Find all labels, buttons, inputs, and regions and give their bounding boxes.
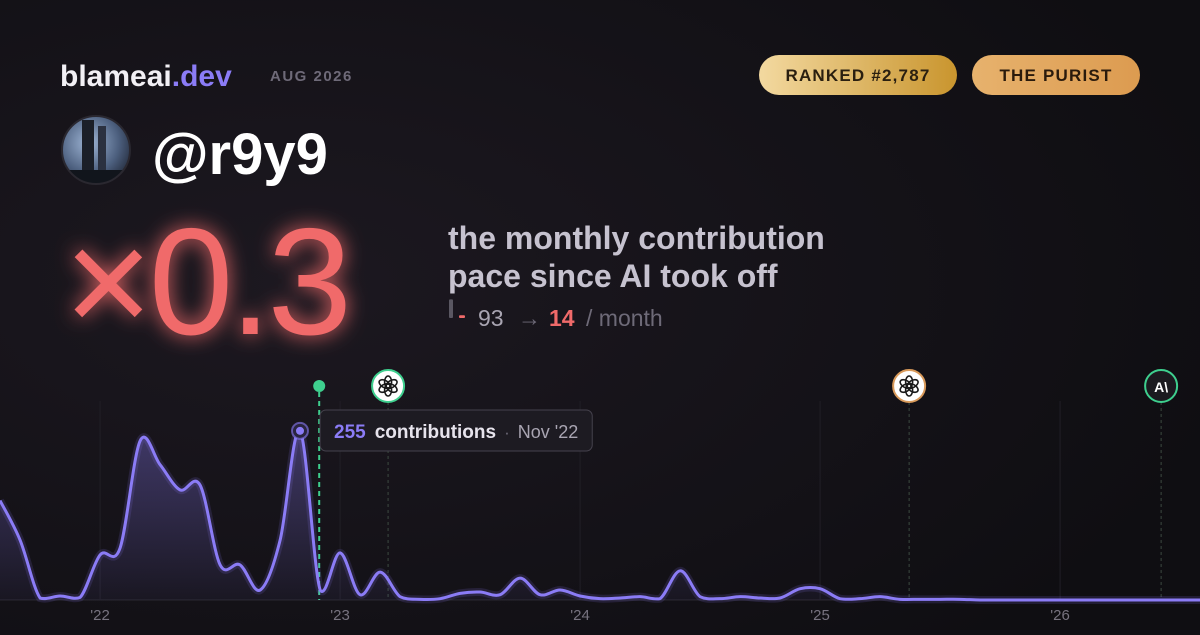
handle: @r9y9 [152,122,328,187]
tooltip-value: 255 [334,422,366,443]
brand: blameai.dev [60,60,232,93]
rank-badge-text: RANKED #2,787 [785,66,930,85]
event-badge [892,369,927,403]
tooltip-box [319,409,593,452]
stat-after: 14 [549,305,575,331]
x-tick-label: '24 [570,607,590,624]
tooltip-date: Nov '22 [518,422,578,442]
tooltip-separator: · [504,423,510,442]
event-badge [1144,369,1179,403]
brand-name: blameai [60,60,172,93]
persona-badge-text: THE PURIST [999,66,1112,85]
rank-badge [759,55,957,95]
stat-bar [449,299,453,318]
headline-line: the monthly contribution [448,220,825,256]
stat-before: 93 [478,305,504,331]
stats: 93 → 14 / month [449,299,663,331]
x-tick-label: '22 [90,607,110,624]
event-badge [371,369,406,403]
event-logo [899,378,912,390]
x-tick-label: '25 [810,607,830,624]
line [0,429,1200,602]
area-fill [0,430,1200,600]
stat-arrow: → [518,305,541,331]
period: AUG 2026 [270,68,353,85]
stat-unit: / month [586,305,663,331]
headline-line: pace since AI took off [448,258,778,294]
event-label: A\ [1154,379,1168,395]
multiplier: ×0.3 [64,197,348,367]
avatar-ring [61,115,131,185]
event-dot [313,380,326,392]
brand-suffix: .dev [172,60,232,93]
tooltip-unit: contributions [375,422,496,443]
tooltip: 255 contributions · Nov '22 [319,409,593,452]
event-logo [378,378,391,390]
stat-bar [459,315,465,318]
chart: '22 '23 '24 '25 '26 A\ 255 contributions · Nov '2… [0,369,1200,624]
x-tick-label: '23 [330,607,350,624]
persona-badge [972,55,1140,95]
x-tick-label: '26 [1050,607,1070,624]
highlight-point [296,426,304,435]
